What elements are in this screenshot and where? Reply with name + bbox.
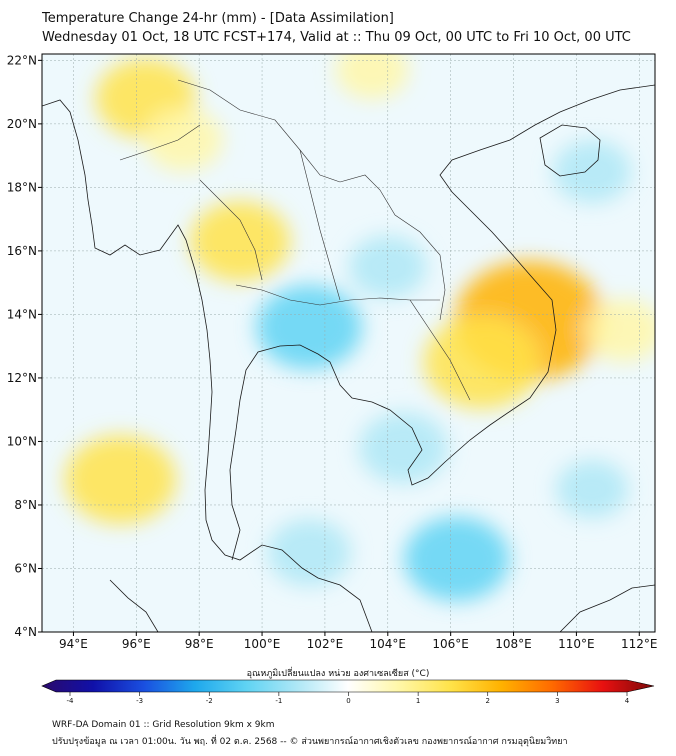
- colorbar-tick-label: -2: [206, 697, 213, 705]
- footer-credit: ปรับปรุงข้อมูล ณ เวลา 01:00น. วัน พฤ. ที…: [52, 737, 568, 747]
- boundary-line: [409, 299, 471, 401]
- lon-tick-label: 96°E: [122, 637, 151, 651]
- lon-tick-label: 94°E: [59, 637, 88, 651]
- anomaly-cell: [553, 140, 632, 203]
- anomaly-cell: [267, 519, 351, 587]
- lat-tick-label: 8°N: [14, 498, 37, 512]
- admin-boundaries: [119, 79, 471, 401]
- footer-model-info: WRF-DA Domain 01 :: Grid Resolution 9km …: [52, 720, 275, 730]
- anomaly-cell: [404, 516, 510, 602]
- lat-tick-label: 22°N: [7, 53, 37, 67]
- colorbar-tick-label: -1: [275, 697, 282, 705]
- anomaly-cell: [359, 412, 449, 484]
- boundary-line: [177, 79, 341, 183]
- boundary-line: [339, 174, 446, 321]
- colorbar-tick-label: 2: [486, 697, 490, 705]
- colorbar: -4 -3 -2 -1 0 1 2 3 4: [41, 679, 655, 705]
- colorbar-bar: [41, 679, 655, 693]
- temperature-anomaly-field: [65, 54, 655, 602]
- lat-tick-label: 18°N: [7, 180, 37, 194]
- lon-tick-label: 98°E: [185, 637, 214, 651]
- lon-tick-label: 102°E: [307, 637, 344, 651]
- anomaly-cell: [423, 315, 541, 409]
- gulf-of-thailand-coastline: [229, 84, 655, 561]
- anomaly-cell: [256, 284, 362, 370]
- anomaly-cell: [190, 201, 291, 282]
- lat-tick-label: 12°N: [7, 371, 37, 385]
- lat-tick-label: 16°N: [7, 244, 37, 258]
- hainan-coastline: [539, 124, 601, 177]
- coastlines: [42, 84, 655, 632]
- lat-tick-label: 10°N: [7, 434, 37, 448]
- lon-tick-label: 110°E: [558, 637, 595, 651]
- sumatra-coastline: [109, 579, 159, 632]
- plot-frame: [41, 53, 656, 633]
- lon-tick-label: 112°E: [621, 637, 658, 651]
- map-plot-area: [41, 53, 656, 633]
- colorbar-tick-label: -3: [136, 697, 143, 705]
- borneo-coastline: [559, 584, 655, 632]
- anomaly-cell: [144, 108, 223, 171]
- colorbar-tick-label: 4: [625, 697, 630, 705]
- indochina-coastline: [42, 99, 373, 632]
- boundary-line: [235, 284, 440, 306]
- colorbar-tick-label: 1: [416, 697, 420, 705]
- anomaly-cell: [555, 460, 629, 519]
- anomaly-cell: [335, 54, 409, 99]
- lon-tick-label: 100°E: [244, 637, 281, 651]
- anomaly-cell: [65, 435, 177, 524]
- colorbar-tick-label: 3: [555, 697, 559, 705]
- boundary-line: [119, 124, 201, 161]
- lat-tick-label: 20°N: [7, 117, 37, 131]
- colorbar-tick-label: -4: [67, 697, 75, 705]
- anomaly-cell: [584, 299, 655, 362]
- lon-tick-label: 106°E: [432, 637, 469, 651]
- chart-title: Temperature Change 24-hr (mm) - [Data As…: [42, 11, 394, 26]
- chart-subtitle: Wednesday 01 Oct, 18 UTC FCST+174, Valid…: [42, 30, 631, 45]
- lat-tick-label: 6°N: [14, 561, 37, 575]
- boundary-line: [299, 149, 341, 301]
- lat-tick-label: 4°N: [14, 625, 37, 639]
- lon-tick-label: 108°E: [495, 637, 532, 651]
- boundary-line: [199, 179, 263, 281]
- colorbar-ticks: -4 -3 -2 -1 0 1 2 3 4: [67, 692, 630, 705]
- colorbar-label: อุณหภูมิเปลี่ยนแปลง หน่วย องศาเซลเซียส (…: [246, 669, 430, 679]
- lat-tick-label: 14°N: [7, 307, 37, 321]
- lon-tick-label: 104°E: [370, 637, 407, 651]
- graticule: [42, 54, 655, 632]
- axis-ticks: 94°E 96°E 98°E 100°E 102°E 104°E 106°E 108°E 110…: [7, 53, 658, 651]
- colorbar-tick-label: 0: [346, 697, 350, 705]
